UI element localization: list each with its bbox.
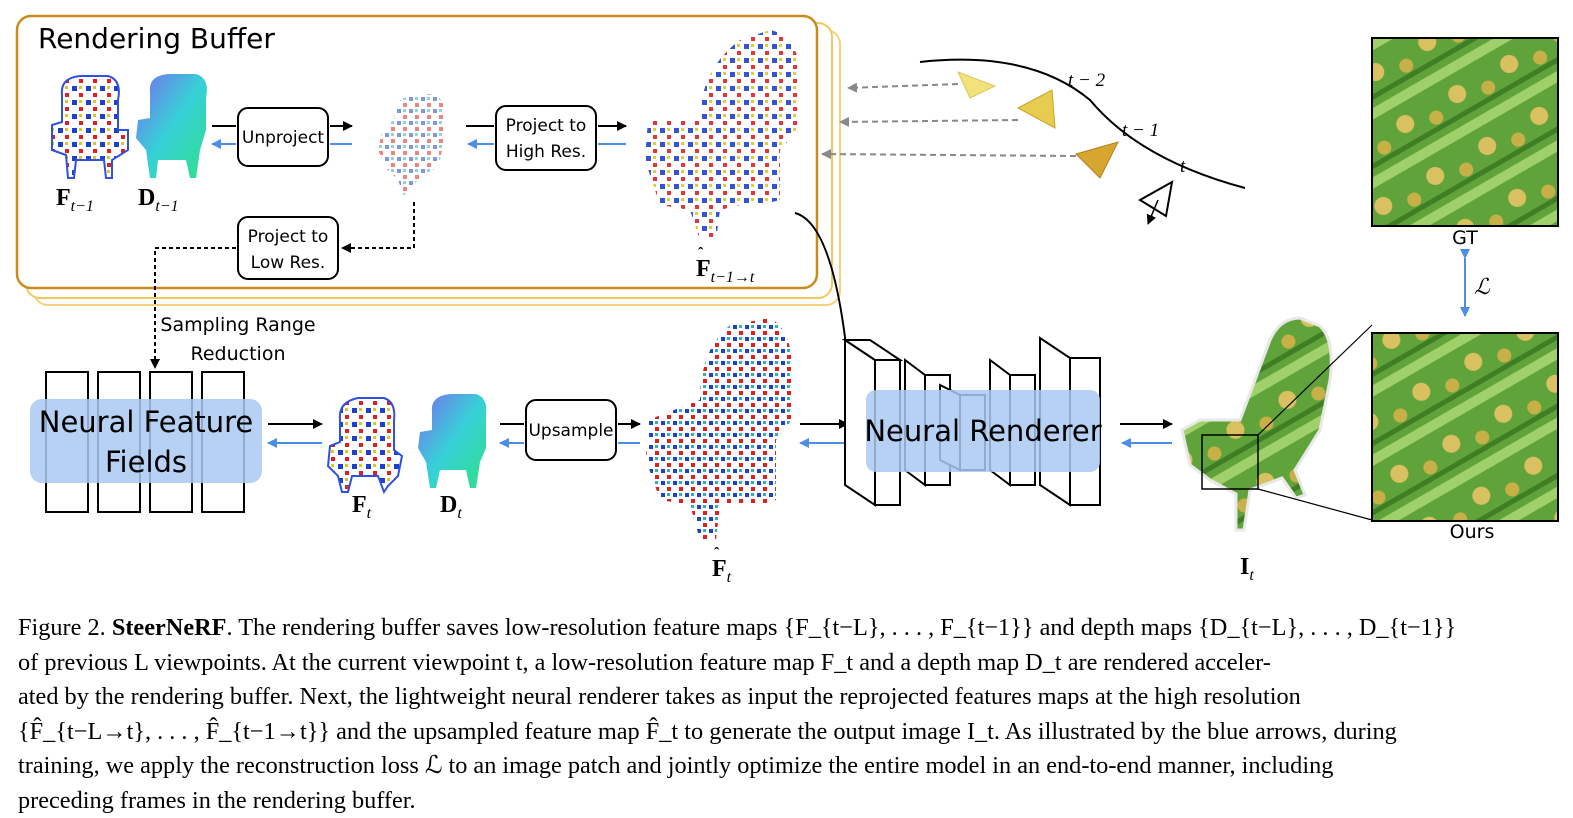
nff-label-2: Fields [105,445,187,479]
project-high-label-1: Project to [506,116,587,136]
feature-map-thumbnail-current [328,398,402,492]
caption-line-4: {F̂_{t−L→t}, . . . , F̂_{t−1→t}} and the… [18,715,1558,750]
dashed-pose-arrow-3 [822,154,1076,156]
sampling-label-1: Sampling Range [160,314,315,336]
upsample-label: Upsample [528,421,613,441]
caption-line-2: of previous L viewpoints. At the current… [18,646,1558,681]
zoom-line-bottom [1258,489,1372,520]
camera-t-minus-icon [1076,142,1118,178]
unproject-label: Unproject [242,128,325,148]
project-low-label-1: Project to [248,227,329,247]
pipeline-figure: Rendering Buffer Ft−1 Dt−1 Unproject Pro… [0,0,1573,600]
dashed-pose-arrow-2 [840,120,1018,122]
caption-line-3: ated by the rendering buffer. Next, the … [18,680,1558,715]
project-low-label-2: Low Res. [251,253,326,273]
caption-lead: Figure 2. [18,614,106,641]
caption-line-1: Figure 2. SteerNeRF. The rendering buffe… [18,611,1558,646]
gt-label: GT [1452,227,1478,249]
dashed-pose-arrow-1 [848,84,958,88]
project-high-label-2: High Res. [506,142,586,162]
label-F-current: Ft [352,492,372,522]
cam-label-t2: t − 2 [1068,70,1106,91]
figure-caption: Figure 2. SteerNeRF. The rendering buffe… [18,611,1558,818]
camera-t1-icon [1018,90,1055,128]
neural-feature-fields [30,372,262,512]
output-chair-image [1182,318,1331,530]
hat-accent-1: ˆ [698,245,704,262]
caption-text-1: . The rendering buffer saves low-resolut… [227,614,1457,641]
gt-patch-image [1372,38,1558,226]
camera-current-icon [1140,182,1172,216]
label-I-t: It [1240,554,1254,584]
ours-patch-image [1372,333,1558,521]
ours-label: Ours [1450,521,1495,543]
sampling-label-2: Reduction [191,343,286,365]
label-D-current: Dt [440,492,462,522]
cam-label-t1: t − 1 [1122,120,1159,141]
cam-label-t: t [1180,156,1186,177]
depth-map-thumbnail-current [418,394,486,488]
hat-accent-2: ˆ [714,545,720,562]
camera-t2-icon [958,72,995,98]
nff-label-1: Neural Feature [39,405,253,439]
upsampled-feature-map [646,318,792,540]
caption-line-5: training, we apply the reconstruction lo… [18,749,1558,784]
rendering-buffer-title: Rendering Buffer [38,22,275,55]
caption-title: SteerNeRF [112,614,227,641]
loss-symbol: ℒ [1474,274,1491,299]
neural-renderer-label: Neural Renderer [864,414,1101,448]
caption-line-6: preceding frames in the rendering buffer… [18,784,1558,818]
